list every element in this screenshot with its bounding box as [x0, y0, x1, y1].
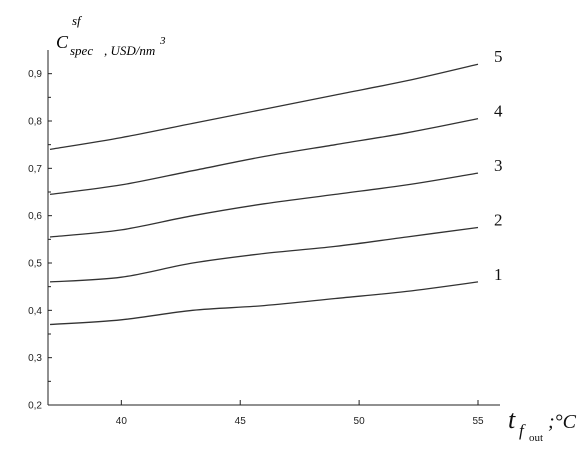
x-tick-label: 50 — [354, 416, 366, 427]
x-ticks: 40 45 50 55 — [116, 400, 484, 427]
series-line-3 — [49, 172, 479, 238]
y-title-sub: spec — [70, 43, 93, 58]
series-lines — [49, 63, 479, 326]
series-labels: 1 2 3 4 5 — [494, 47, 503, 284]
y-title-unit-sup: 3 — [159, 35, 166, 47]
y-title-symbol: C — [56, 32, 69, 52]
y-tick-label: 0,4 — [28, 306, 42, 317]
series-label-4: 4 — [494, 102, 503, 121]
series-label-5: 5 — [494, 47, 503, 66]
series-label-2: 2 — [494, 211, 503, 230]
x-title-symbol: t — [508, 405, 516, 434]
y-tick-label: 0,6 — [28, 211, 42, 222]
y-tick-label: 0,7 — [28, 164, 42, 175]
x-title-subsub: out — [529, 432, 543, 444]
series-line-4 — [49, 117, 479, 196]
y-ticks: 0,2 0,3 0,4 0,5 0,6 0,7 0,8 0,9 — [28, 69, 52, 412]
series-line-1 — [49, 281, 479, 326]
x-title-sub: f — [519, 421, 526, 440]
x-tick-label: 55 — [472, 416, 484, 427]
y-tick-label: 0,9 — [28, 69, 42, 80]
y-title-sup: sf — [72, 13, 83, 28]
x-tick-label: 40 — [116, 416, 128, 427]
series-line-2 — [49, 226, 479, 283]
x-tick-label: 45 — [235, 416, 247, 427]
series-label-1: 1 — [494, 265, 503, 284]
y-tick-label: 0,3 — [28, 353, 42, 364]
y-tick-label: 0,2 — [28, 401, 42, 412]
series-label-3: 3 — [494, 156, 503, 175]
y-tick-label: 0,5 — [28, 259, 42, 270]
x-axis-title: t f out ;°C — [508, 405, 577, 445]
series-line-5 — [49, 63, 479, 151]
y-title-unit: , USD/nm — [104, 43, 155, 58]
x-title-unit: ;°C — [548, 411, 577, 433]
y-axis-title: C spec , USD/nm 3 — [56, 32, 166, 59]
y-tick-label: 0,8 — [28, 117, 42, 128]
